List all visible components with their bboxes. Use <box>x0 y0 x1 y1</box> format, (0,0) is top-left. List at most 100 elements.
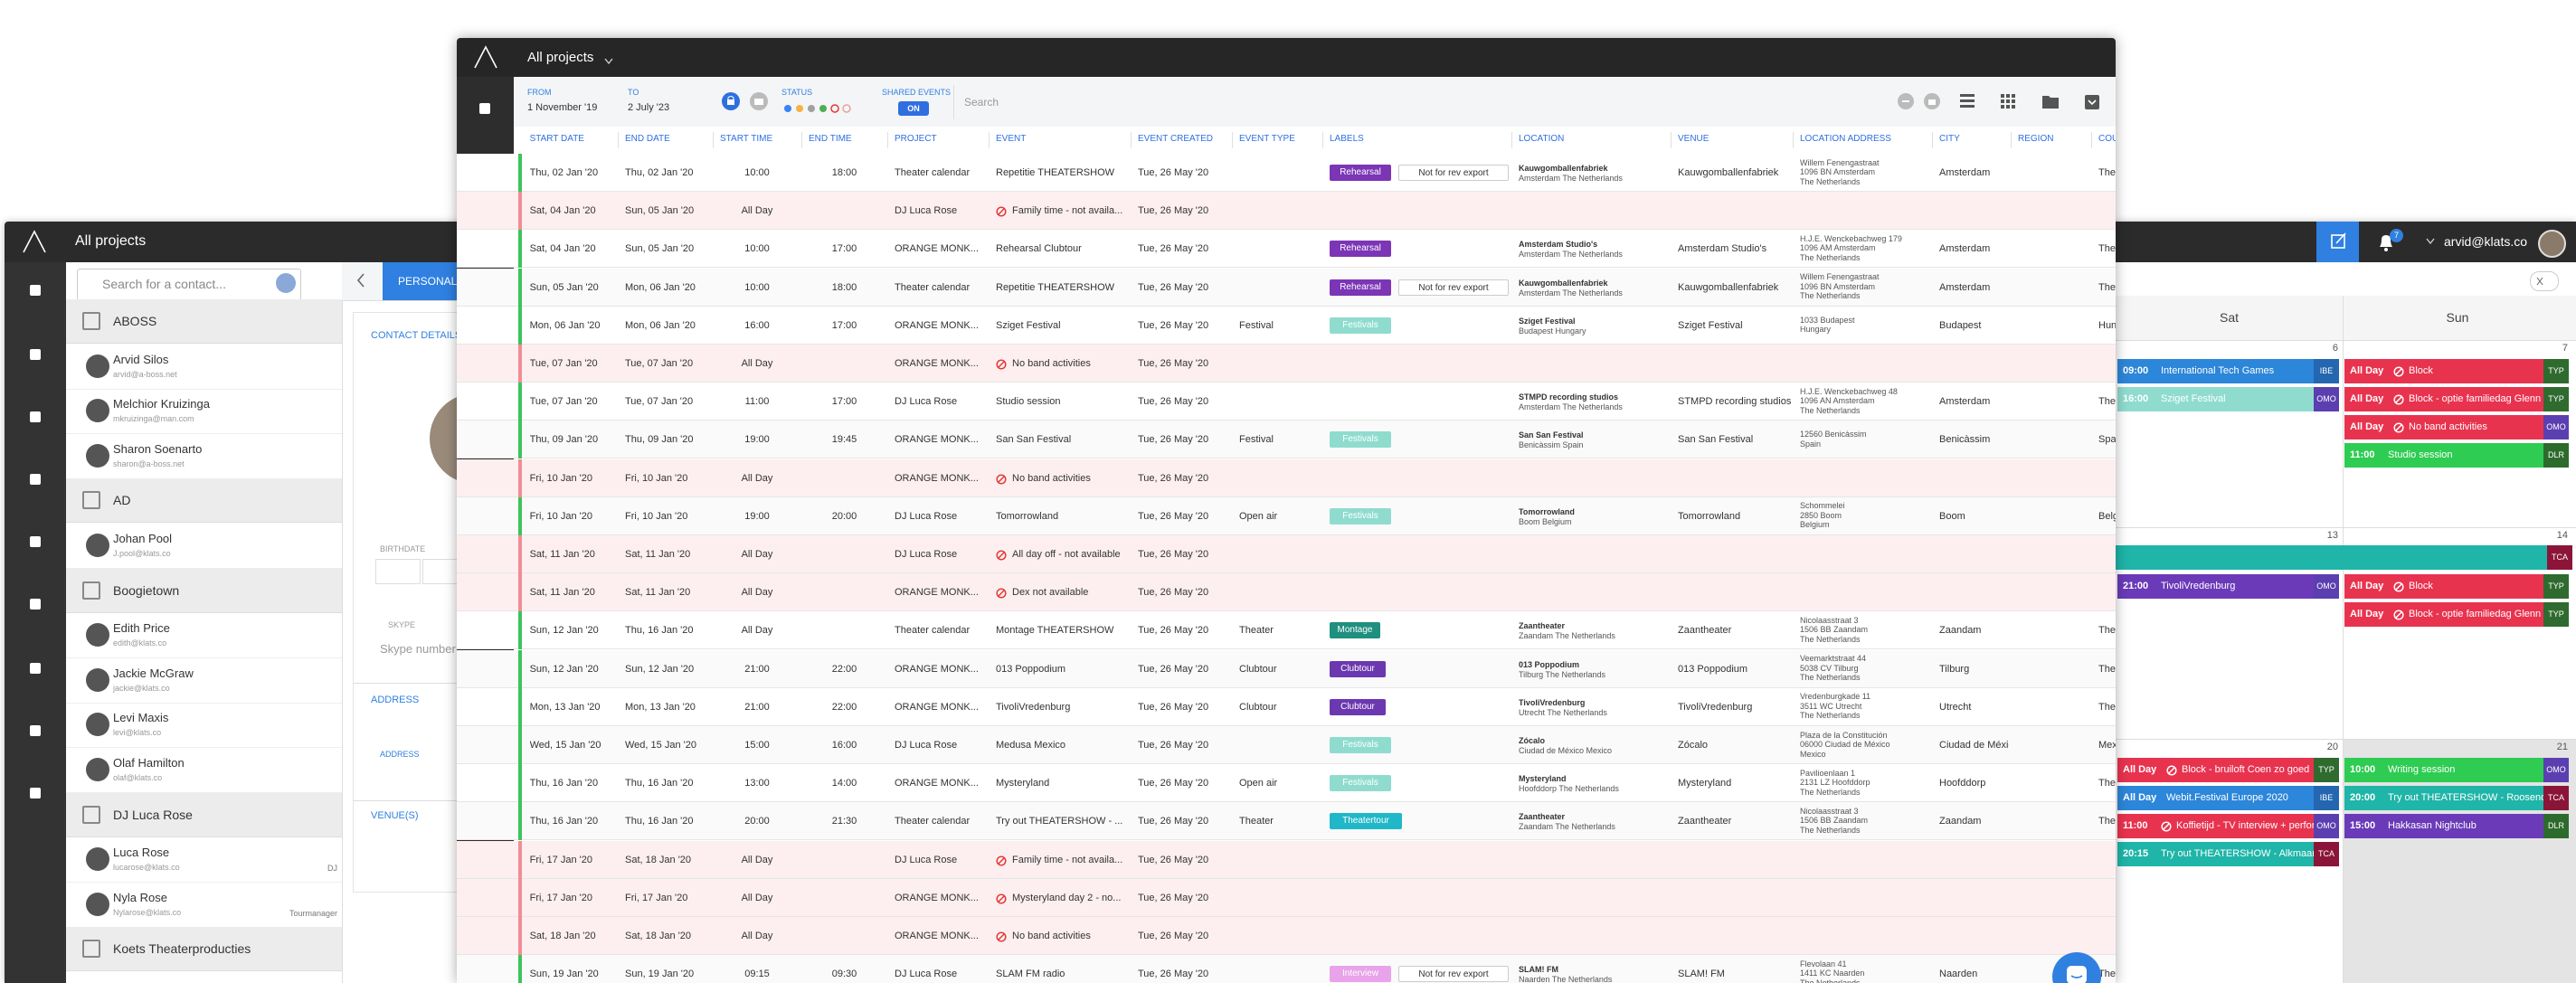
calendar-event[interactable]: 09:00 International Tech Games IBE <box>2117 359 2339 383</box>
event-row[interactable]: Thu, 16 Jan '20 Thu, 16 Jan '20 13:00 14:00… <box>457 764 2116 803</box>
calendar-event[interactable]: All Day Block - optie familiedag Glenn TYP <box>2344 387 2569 411</box>
contact-item[interactable] <box>66 658 342 704</box>
shared-toggle[interactable]: ON <box>898 101 929 116</box>
date-input[interactable] <box>375 559 421 584</box>
nav-icon[interactable] <box>27 471 43 487</box>
column-header[interactable]: LOCATION <box>1519 134 1565 144</box>
contact-item[interactable] <box>66 524 342 569</box>
event-row[interactable]: Mon, 06 Jan '20 Mon, 06 Jan '20 16:00 17:00… <box>457 306 2116 345</box>
start-date: Fri, 10 Jan '20 <box>529 472 592 484</box>
calendar-event[interactable]: 10:00 Writing session OMO <box>2344 758 2569 782</box>
event-row[interactable]: Thu, 02 Jan '20 Thu, 02 Jan '20 10:00 18:00… <box>457 154 2116 192</box>
event-row[interactable]: Sat, 11 Jan '20 Sat, 11 Jan '20 All Day ORA… <box>457 573 2116 612</box>
calendar-event[interactable]: 21:00 TivoliVredenburg OMO <box>2117 574 2339 599</box>
column-header[interactable]: COUNTRY <box>2098 134 2116 144</box>
contact-item[interactable] <box>66 345 342 390</box>
event-row[interactable]: Sat, 04 Jan '20 Sun, 05 Jan '20 10:00 17:00… <box>457 230 2116 269</box>
contact-item[interactable] <box>66 883 342 928</box>
event-row[interactable]: Fri, 17 Jan '20 Fri, 17 Jan '20 All Day ORA… <box>457 878 2116 917</box>
column-header[interactable]: START TIME <box>720 134 773 144</box>
column-header[interactable]: LABELS <box>1330 134 1364 144</box>
contact-item[interactable] <box>66 389 342 435</box>
start-time: All Day <box>741 358 773 369</box>
calendar-event[interactable]: 15:00 Hakkasan Nightclub DLR <box>2344 814 2569 838</box>
nav-icon[interactable] <box>477 100 493 117</box>
column-header[interactable]: END TIME <box>809 134 852 144</box>
nav-icon[interactable] <box>27 785 43 801</box>
column-header[interactable]: REGION <box>2018 134 2054 144</box>
skype-input[interactable]: Skype number <box>380 642 456 656</box>
calendar-event[interactable]: 16:00 Sziget Festival OMO <box>2117 387 2339 411</box>
event-row[interactable]: Fri, 10 Jan '20 Fri, 10 Jan '20 19:00 20:00… <box>457 496 2116 535</box>
calendar-event[interactable]: All Day Block - bruiloft Coen zo goed TYP <box>2117 758 2339 782</box>
contact-item[interactable] <box>66 434 342 479</box>
calendar-event[interactable]: All Day Block TYP <box>2344 359 2569 383</box>
calendar-event[interactable]: All Day No band activities OMO <box>2344 415 2569 440</box>
contact-item[interactable] <box>66 703 342 749</box>
column-header[interactable]: LOCATION ADDRESS <box>1800 134 1891 144</box>
contact-item[interactable] <box>66 837 342 884</box>
calendar-event[interactable]: All Day Webit.Festival Europe 2020 IBE <box>2117 786 2339 810</box>
column-header[interactable]: PROJECT <box>895 134 937 144</box>
project-switch[interactable]: All projects <box>75 233 147 249</box>
event-row[interactable]: Tue, 07 Jan '20 Tue, 07 Jan '20 11:00 17:00… <box>457 383 2116 421</box>
date-from[interactable]: 1 November '19 <box>527 102 598 113</box>
event-row[interactable]: Sun, 12 Jan '20 Sun, 12 Jan '20 21:00 22:00… <box>457 649 2116 688</box>
nav-icon[interactable] <box>27 660 43 676</box>
nav-icon[interactable] <box>27 534 43 550</box>
event-row[interactable]: Sat, 11 Jan '20 Sat, 11 Jan '20 All Day DJ … <box>457 535 2116 573</box>
column-header[interactable]: EVENT <box>996 134 1027 144</box>
column-header[interactable]: CITY <box>1939 134 1960 144</box>
calendar-event[interactable]: All Day Block - optie familiedag Glenn TYP <box>2344 602 2569 627</box>
event-row[interactable]: Sun, 05 Jan '20 Mon, 06 Jan '20 10:00 18:00… <box>457 268 2116 307</box>
event-row[interactable]: Fri, 10 Jan '20 Fri, 10 Jan '20 All Day ORA… <box>457 458 2116 497</box>
calendar-event[interactable]: 20:15 Try out THEATERSHOW - Alkmaar TCA <box>2117 842 2339 866</box>
event-row[interactable]: Mon, 13 Jan '20 Mon, 13 Jan '20 21:00 22:00… <box>457 687 2116 726</box>
event-row[interactable]: Fri, 17 Jan '20 Sat, 18 Jan '20 All Day DJ … <box>457 840 2116 879</box>
nav-icon[interactable] <box>27 409 43 425</box>
column-header[interactable]: START DATE <box>529 134 584 144</box>
field-label[interactable]: ADDRESS <box>380 750 420 759</box>
status-dots[interactable] <box>783 103 865 114</box>
event-row[interactable]: Wed, 15 Jan '20 Wed, 15 Jan '20 15:00 16:00… <box>457 726 2116 764</box>
nav-icon[interactable] <box>27 282 43 298</box>
back-arrow[interactable] <box>355 272 366 288</box>
calendar-event[interactable]: All Day Block TYP <box>2344 574 2569 599</box>
event-row[interactable]: Sat, 04 Jan '20 Sun, 05 Jan '20 All Day DJ … <box>457 192 2116 231</box>
event-row[interactable]: Sun, 12 Jan '20 Thu, 16 Jan '20 All Day The… <box>457 611 2116 650</box>
column-header[interactable]: EVENT TYPE <box>1239 134 1295 144</box>
contact-item[interactable] <box>66 748 342 793</box>
event-row[interactable]: Thu, 09 Jan '20 Thu, 09 Jan '20 19:00 19:45… <box>457 421 2116 459</box>
notification-badge[interactable]: 7 <box>2390 229 2403 242</box>
event-row[interactable]: Thu, 16 Jan '20 Thu, 16 Jan '20 20:00 21:30… <box>457 802 2116 841</box>
calendar-event[interactable]: 11:00 Studio session DLR <box>2344 443 2569 468</box>
nav-icon[interactable] <box>27 723 43 739</box>
user-avatar[interactable] <box>2538 230 2566 258</box>
event-row[interactable]: Sat, 18 Jan '20 Sat, 18 Jan '20 All Day ORA… <box>457 917 2116 955</box>
event-created: Tue, 26 May '20 <box>1138 319 1209 331</box>
calendar-event[interactable]: 11:00 Koffietijd - TV interview + perform… <box>2117 814 2339 838</box>
column-header[interactable]: END DATE <box>625 134 670 144</box>
column-header[interactable]: VENUE <box>1678 134 1709 144</box>
close-pill[interactable] <box>2530 271 2559 291</box>
compose-button[interactable] <box>2316 222 2359 262</box>
nav-icon[interactable] <box>27 596 43 612</box>
calendar-event[interactable]: 20:00 Try out THEATERSHOW - Roosendaal TCA <box>2344 786 2569 810</box>
field-label: BIRTHDATE <box>380 544 426 553</box>
search-input[interactable]: Search <box>964 96 999 109</box>
nav-icon[interactable] <box>27 346 43 363</box>
toolbar-icons[interactable] <box>1895 90 2112 113</box>
project-switch[interactable]: All projects <box>527 50 594 65</box>
user-email[interactable]: arvid@klats.co <box>2444 234 2528 249</box>
bell-icon[interactable] <box>2377 232 2395 252</box>
top-bar <box>457 38 2116 77</box>
event-row[interactable]: Sun, 19 Jan '20 Sun, 19 Jan '20 09:15 09:30… <box>457 955 2116 983</box>
contact-item[interactable] <box>66 613 342 659</box>
column-header[interactable]: EVENT CREATED <box>1138 134 1213 144</box>
search-placeholder[interactable]: Search for a contact... <box>102 277 226 291</box>
chat-button[interactable] <box>2052 952 2101 983</box>
filter-button[interactable] <box>276 273 296 293</box>
event-row[interactable]: Tue, 07 Jan '20 Tue, 07 Jan '20 All Day ORA… <box>457 345 2116 383</box>
date-to[interactable]: 2 July '23 <box>628 102 670 113</box>
filter-toggles[interactable] <box>721 91 775 111</box>
